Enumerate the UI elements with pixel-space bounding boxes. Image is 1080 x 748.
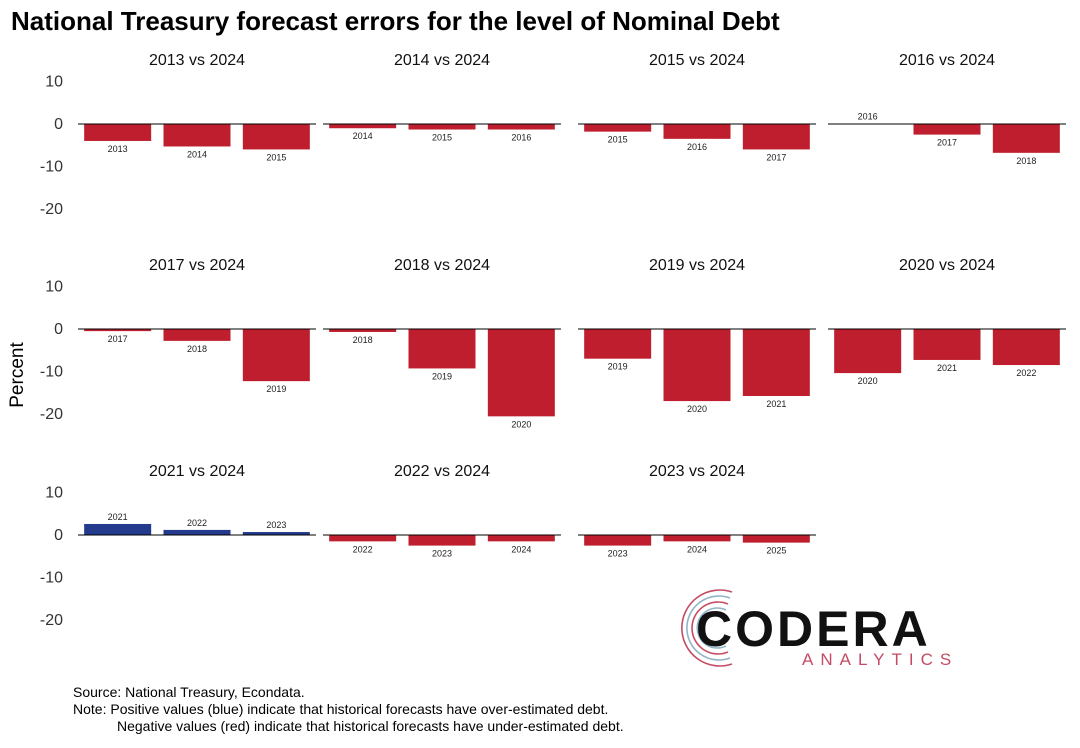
bar xyxy=(84,329,152,332)
panel-title: 2023 vs 2024 xyxy=(649,463,745,480)
panel-title: 2015 vs 2024 xyxy=(649,52,745,69)
y-tick-label: -20 xyxy=(40,406,63,423)
panel-title: 2021 vs 2024 xyxy=(149,463,245,480)
note-line-1: Note: Positive values (blue) indicate th… xyxy=(73,701,609,717)
chart-title: National Treasury forecast errors for th… xyxy=(11,6,780,36)
bar xyxy=(584,329,652,359)
bar-category-label: 2024 xyxy=(687,544,707,554)
panel-title: 2016 vs 2024 xyxy=(899,52,995,69)
bar-category-label: 2016 xyxy=(858,112,878,122)
bar xyxy=(742,535,810,543)
bar xyxy=(84,523,152,535)
bar-category-label: 2020 xyxy=(858,376,878,386)
bar xyxy=(487,124,555,130)
bar-category-label: 2018 xyxy=(187,344,207,354)
bar-category-label: 2016 xyxy=(687,142,707,152)
bar-category-label: 2020 xyxy=(687,404,707,414)
bar xyxy=(742,329,810,396)
bar-category-label: 2018 xyxy=(353,335,373,345)
bar xyxy=(663,124,731,139)
panel-title: 2020 vs 2024 xyxy=(899,257,995,274)
bar-category-label: 2022 xyxy=(187,518,207,528)
bar-category-label: 2022 xyxy=(1016,368,1036,378)
bar xyxy=(913,329,981,360)
bar-category-label: 2023 xyxy=(432,549,452,559)
bar-category-label: 2017 xyxy=(108,334,128,344)
bar-category-label: 2024 xyxy=(511,544,531,554)
bar-category-label: 2015 xyxy=(432,133,452,143)
bar xyxy=(487,329,555,417)
bar-category-label: 2016 xyxy=(511,133,531,143)
bar-category-label: 2023 xyxy=(608,549,628,559)
y-tick-label: 10 xyxy=(45,279,63,296)
logo-subtitle: ANALYTICS xyxy=(802,650,959,669)
logo-wordmark: CODERA xyxy=(696,601,931,657)
bar xyxy=(242,124,310,150)
bar xyxy=(584,535,652,546)
y-tick-label: 0 xyxy=(54,321,63,338)
bar-category-label: 2015 xyxy=(266,152,286,162)
bar xyxy=(663,535,731,542)
bar xyxy=(242,329,310,382)
bar-category-label: 2020 xyxy=(511,419,531,429)
bar xyxy=(329,124,397,129)
bar xyxy=(329,535,397,542)
bar-category-label: 2025 xyxy=(766,546,786,556)
bar-category-label: 2019 xyxy=(266,384,286,394)
y-tick-label: -10 xyxy=(40,569,63,586)
source-note: Source: National Treasury, Econdata. xyxy=(73,684,305,700)
bar xyxy=(834,329,902,374)
bar xyxy=(487,535,555,542)
chart-area: 10 0 -10 -20 10 0 -10 -20 10 0 -10 -20 2013 vs 2024 2… xyxy=(40,52,1066,629)
y-tick-label: -10 xyxy=(40,363,63,380)
bar xyxy=(408,329,476,369)
bar-category-label: 2022 xyxy=(353,544,373,554)
bar-category-label: 2019 xyxy=(432,371,452,381)
bar-category-label: 2021 xyxy=(937,363,957,373)
y-tick-label: 0 xyxy=(54,116,63,133)
panel-title: 2022 vs 2024 xyxy=(394,463,490,480)
bar xyxy=(329,329,397,332)
bar-category-label: 2021 xyxy=(108,512,128,522)
bar xyxy=(408,124,476,130)
y-tick-label: 0 xyxy=(54,527,63,544)
bar-category-label: 2018 xyxy=(1016,156,1036,166)
bar xyxy=(84,124,152,141)
y-tick-label: -20 xyxy=(40,201,63,218)
panel-title: 2019 vs 2024 xyxy=(649,257,745,274)
bar-category-label: 2021 xyxy=(766,399,786,409)
y-tick-label: 10 xyxy=(45,485,63,502)
panel-title: 2013 vs 2024 xyxy=(149,52,245,69)
y-tick-label: -20 xyxy=(40,612,63,629)
chart-notes: Source: National Treasury, Econdata. Not… xyxy=(73,684,624,735)
panel-title: 2014 vs 2024 xyxy=(394,52,490,69)
bar xyxy=(992,329,1060,366)
bar-category-label: 2017 xyxy=(766,152,786,162)
bar xyxy=(992,124,1060,153)
bar-category-label: 2023 xyxy=(266,520,286,530)
logo-mark-icon xyxy=(681,589,733,667)
bar xyxy=(913,124,981,135)
bar-category-label: 2019 xyxy=(608,362,628,372)
bar xyxy=(742,124,810,150)
bar xyxy=(663,329,731,402)
y-tick-label: -10 xyxy=(40,158,63,175)
panel-title: 2018 vs 2024 xyxy=(394,257,490,274)
y-tick-label: 10 xyxy=(45,74,63,91)
bar xyxy=(242,532,310,535)
codera-logo: CODERA ANALYTICS xyxy=(672,582,952,672)
bar-category-label: 2015 xyxy=(608,135,628,145)
bar xyxy=(163,529,231,535)
bar-category-label: 2013 xyxy=(108,144,128,154)
panel-title: 2017 vs 2024 xyxy=(149,257,245,274)
note-line-2: Negative values (red) indicate that hist… xyxy=(117,718,624,734)
bar-category-label: 2014 xyxy=(187,149,207,159)
bar xyxy=(163,124,231,147)
bar xyxy=(163,329,231,341)
bar xyxy=(584,124,652,132)
bar-category-label: 2014 xyxy=(353,131,373,141)
bar-category-label: 2017 xyxy=(937,138,957,148)
bar xyxy=(408,535,476,546)
